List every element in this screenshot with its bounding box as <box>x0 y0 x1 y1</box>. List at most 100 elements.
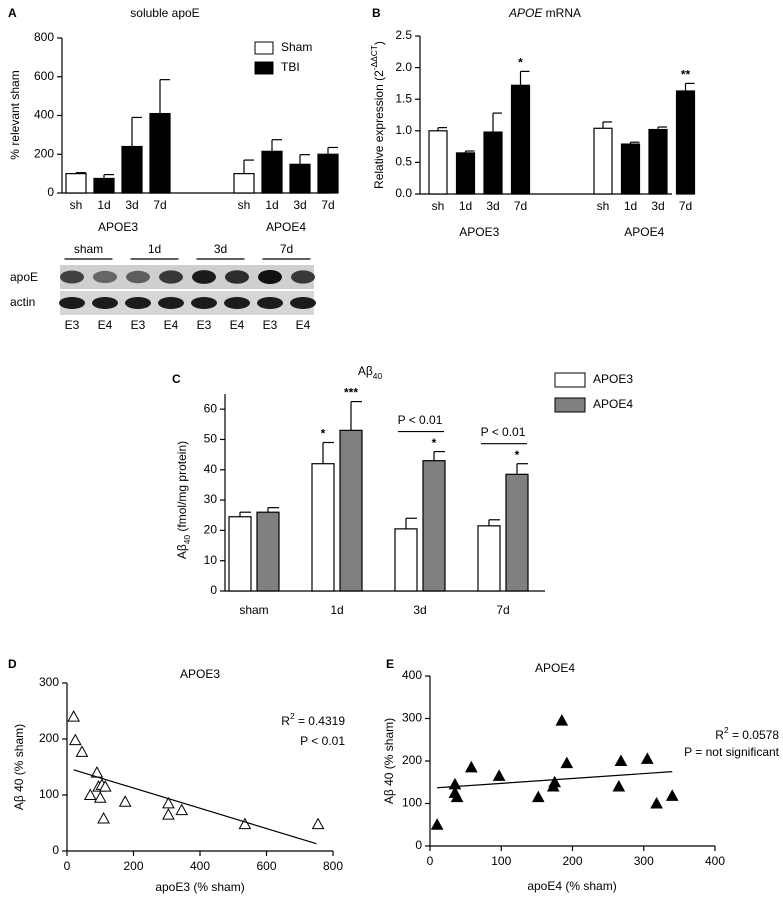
chart-title: APOE3 <box>180 667 220 681</box>
group-label: APOE3 <box>459 225 499 239</box>
group-label: APOE3 <box>98 220 138 234</box>
y-tick-label: 0.0 <box>395 186 412 200</box>
point <box>68 733 82 746</box>
point <box>97 811 110 824</box>
chart-title: Aβ40 <box>358 364 383 381</box>
y-tick-label: 800 <box>34 30 54 44</box>
x-tick-label: 3d <box>651 199 664 213</box>
blot-band <box>258 270 282 284</box>
significance: * <box>518 56 523 70</box>
y-tick-label: 0 <box>415 838 422 852</box>
panel-letter: A <box>8 6 17 20</box>
bar <box>428 130 448 195</box>
lane-label: E3 <box>65 318 80 332</box>
y-tick-label: 40 <box>204 462 218 476</box>
bar <box>675 90 696 195</box>
bar <box>317 153 339 194</box>
bar <box>228 516 252 592</box>
point <box>75 745 89 757</box>
point <box>464 760 478 773</box>
group-label: APOE4 <box>266 220 306 234</box>
point <box>83 788 97 800</box>
fit-line <box>437 771 673 789</box>
fit-line <box>73 769 317 845</box>
bar <box>311 463 335 592</box>
y-tick-label: 2.5 <box>395 28 412 42</box>
x-tick-label: 800 <box>323 859 343 873</box>
point <box>162 796 175 809</box>
bar <box>477 525 501 592</box>
bar <box>510 84 531 195</box>
chart-title: APOE4 <box>535 661 575 675</box>
bar <box>394 528 418 592</box>
blot-group-label: 7d <box>280 242 293 256</box>
y-tick-label: 400 <box>402 668 422 682</box>
y-axis-label-part: Aβ <box>175 544 189 559</box>
point <box>98 780 112 792</box>
blot-band <box>60 270 84 284</box>
lane-label: E4 <box>296 318 311 332</box>
y-axis-label-part: ) <box>372 41 386 45</box>
bar <box>505 473 529 592</box>
y-tick-label: 100 <box>402 796 422 810</box>
bar <box>455 152 476 195</box>
blot-band <box>158 297 184 309</box>
blot-band <box>224 297 250 309</box>
x-tick-label: sh <box>432 199 445 213</box>
x-tick-label: 1d <box>330 603 343 617</box>
x-tick-label: 600 <box>256 859 276 873</box>
y-tick-label: 50 <box>204 432 218 446</box>
y-tick-label: 20 <box>204 523 218 537</box>
row-label: actin <box>10 295 35 309</box>
point <box>560 756 574 769</box>
y-tick-label: 1.5 <box>395 91 412 105</box>
y-axis-label-part: -ΔΔCT <box>369 45 379 70</box>
point <box>118 795 132 807</box>
bar <box>422 460 446 592</box>
lane-label: E3 <box>197 318 212 332</box>
annotation: R2 = 0.0578 <box>715 725 779 742</box>
annotation-part: 2 <box>724 725 729 735</box>
x-tick-label: 0 <box>427 854 434 868</box>
blot-band <box>225 270 249 284</box>
bar <box>121 145 143 194</box>
panel-letter: C <box>172 372 181 386</box>
y-tick-label: 1.0 <box>395 123 412 137</box>
bar <box>256 511 280 592</box>
panel-letter: E <box>386 657 394 671</box>
x-axis-label: apoE3 (% sham) <box>155 880 244 894</box>
y-axis-label-part: Relative expression (2 <box>372 70 386 189</box>
blot-band <box>93 270 117 284</box>
comparison-label: P < 0.01 <box>398 413 443 427</box>
chart-title-part: Aβ <box>358 364 373 378</box>
y-tick-label: 0 <box>52 843 59 857</box>
legend-label: Sham <box>281 40 312 54</box>
legend-swatch <box>254 41 274 55</box>
bar <box>289 163 311 194</box>
x-tick-label: 7d <box>496 603 509 617</box>
y-tick-label: 200 <box>402 753 422 767</box>
bar <box>149 112 171 194</box>
y-tick-label: 400 <box>34 108 54 122</box>
lane-label: E3 <box>263 318 278 332</box>
x-tick-label: sh <box>597 199 610 213</box>
y-tick-label: 0.5 <box>395 155 412 169</box>
panel-letter: D <box>8 657 17 671</box>
point <box>175 803 189 816</box>
significance: ** <box>681 68 691 82</box>
point <box>612 779 626 792</box>
x-tick-label: 100 <box>491 854 511 868</box>
significance: *** <box>344 386 358 400</box>
point <box>614 754 628 766</box>
y-axis-label: Relative expression (2-ΔΔCT) <box>369 41 386 189</box>
blot-band <box>192 270 216 284</box>
x-tick-label: 3d <box>413 603 426 617</box>
y-axis-label-part: 40 <box>182 535 192 545</box>
y-axis-label: % relevant sham <box>8 70 22 159</box>
y-tick-label: 30 <box>204 492 218 506</box>
x-tick-label: 200 <box>562 854 582 868</box>
x-tick-label: sham <box>239 603 268 617</box>
point <box>311 817 325 830</box>
blot-band <box>191 297 217 309</box>
